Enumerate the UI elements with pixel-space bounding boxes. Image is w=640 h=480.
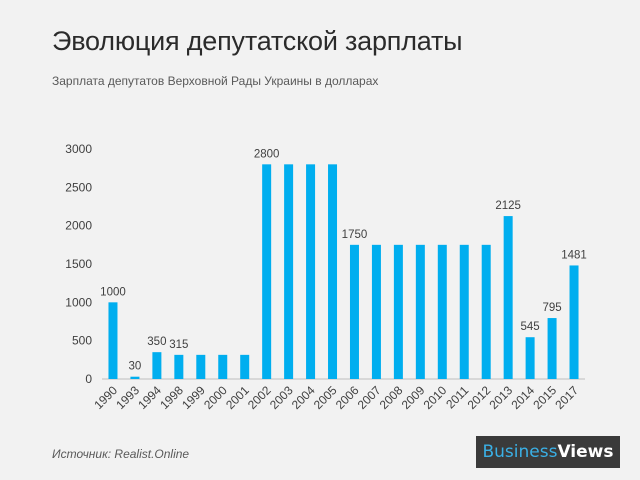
x-tick-label: 2003 <box>267 383 296 412</box>
x-tick-label: 2006 <box>333 383 362 412</box>
bar <box>240 354 250 379</box>
x-tick-label: 2000 <box>201 383 230 412</box>
y-tick-label: 1000 <box>65 295 92 309</box>
x-tick-label: 1999 <box>179 383 208 412</box>
bar <box>152 352 162 379</box>
bar <box>393 244 403 379</box>
bar <box>218 354 228 379</box>
x-tick-label: 2002 <box>245 383 274 412</box>
bar <box>437 244 447 379</box>
y-tick-label: 3000 <box>65 142 92 156</box>
bar <box>415 244 425 379</box>
brand-logo-part2: Views <box>557 442 614 462</box>
bar <box>525 337 535 379</box>
x-tick-label: 2012 <box>465 383 494 412</box>
brand-logo-part1: Business <box>482 442 558 462</box>
bar <box>481 244 491 379</box>
x-tick-label: 2005 <box>311 383 340 412</box>
data-label: 315 <box>169 339 188 351</box>
x-tick-label: 2008 <box>377 383 406 412</box>
bar <box>108 302 118 379</box>
chart-title: Эволюция депутатской зарплаты <box>52 26 463 56</box>
x-tick-label: 2014 <box>508 383 537 412</box>
bar <box>459 244 469 379</box>
bar <box>262 164 272 379</box>
data-label: 2125 <box>495 200 521 212</box>
data-label: 1750 <box>342 229 368 241</box>
chart-subtitle: Зарплата депутатов Верховной Рады Украин… <box>52 74 379 88</box>
x-tick-label: 2015 <box>530 383 559 412</box>
y-tick-label: 1500 <box>65 257 92 271</box>
data-label: 350 <box>147 336 166 348</box>
data-label: 545 <box>521 321 540 333</box>
brand-logo: Business Views <box>476 436 620 468</box>
x-tick-label: 2007 <box>355 383 384 412</box>
bar <box>130 376 140 379</box>
x-tick-label: 1993 <box>113 383 142 412</box>
y-tick-label: 2500 <box>65 180 92 194</box>
data-label: 1000 <box>100 286 126 298</box>
y-tick-label: 2000 <box>65 219 92 233</box>
bar <box>547 318 557 379</box>
data-label: 1481 <box>561 249 587 261</box>
bar <box>349 244 359 379</box>
x-tick-label: 1998 <box>157 383 186 412</box>
bar <box>174 354 184 379</box>
bar <box>503 216 513 379</box>
x-tick-label: 2010 <box>421 383 450 412</box>
bar <box>569 265 579 379</box>
x-tick-label: 2013 <box>486 383 515 412</box>
data-label: 795 <box>542 302 561 314</box>
x-tick-label: 2009 <box>399 383 428 412</box>
x-tick-label: 2017 <box>552 383 581 412</box>
bar <box>196 354 206 379</box>
source-note: Источник: Realist.Online <box>52 447 190 461</box>
x-tick-label: 1990 <box>91 383 120 412</box>
x-tick-label: 2001 <box>223 383 252 412</box>
bar <box>284 164 294 379</box>
bar <box>328 164 338 379</box>
data-label: 2800 <box>254 148 280 160</box>
x-tick-label: 1994 <box>135 383 164 412</box>
x-tick-label: 2011 <box>443 383 471 411</box>
bar <box>371 244 381 379</box>
y-tick-label: 0 <box>85 372 92 386</box>
x-tick-label: 2004 <box>289 383 318 412</box>
data-label: 30 <box>129 361 142 373</box>
y-tick-label: 500 <box>72 334 92 348</box>
bar <box>306 164 316 379</box>
